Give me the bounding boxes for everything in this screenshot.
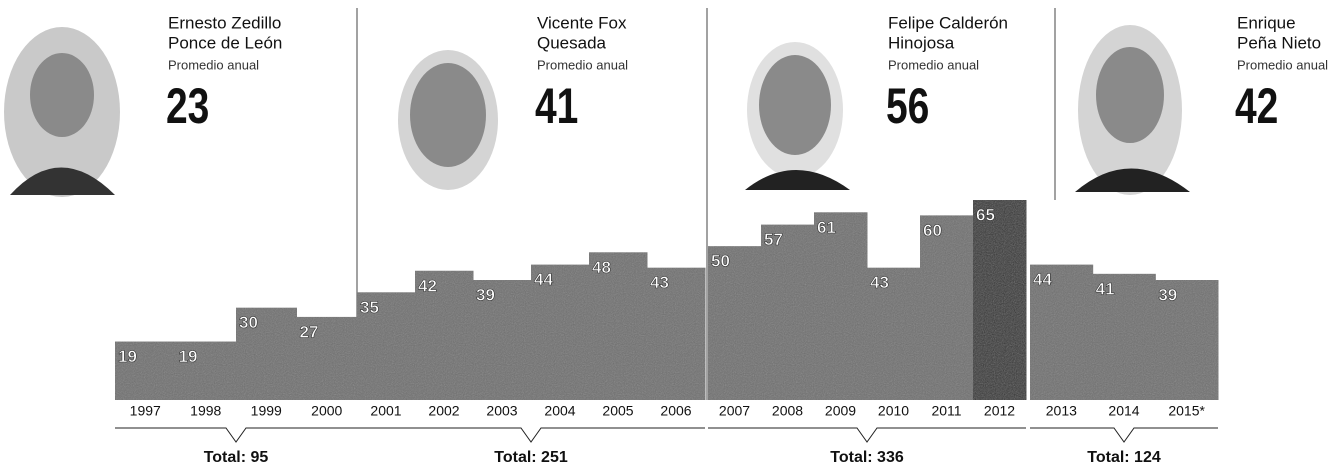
total-label: Total: 336 <box>830 449 904 466</box>
x-tick-label: 2005 <box>602 403 633 419</box>
value-label: 65 <box>976 205 995 224</box>
total-label: Total: 124 <box>1087 449 1161 466</box>
x-tick-label: 2015* <box>1168 403 1205 419</box>
president-name: Ponce de León <box>168 33 282 52</box>
total-bracket <box>115 428 357 442</box>
president-name: Hinojosa <box>888 33 955 52</box>
value-label: 44 <box>1033 270 1052 289</box>
value-label: 44 <box>534 270 553 289</box>
value-label: 57 <box>764 230 783 249</box>
x-tick-label: 2006 <box>660 403 691 419</box>
x-tick-label: 2013 <box>1046 403 1077 419</box>
value-label: 35 <box>360 298 379 317</box>
value-label: 61 <box>817 218 836 237</box>
x-tick-label: 2011 <box>931 403 961 419</box>
value-label: 48 <box>592 258 611 277</box>
president-name: Enrique <box>1237 13 1296 32</box>
president-name: Felipe Calderón <box>888 13 1008 32</box>
value-label: 50 <box>711 252 730 271</box>
total-label: Total: 95 <box>204 449 269 466</box>
x-tick-label: 1998 <box>190 403 221 419</box>
subtitle: Promedio anual <box>888 57 979 72</box>
subtitle: Promedio anual <box>537 57 628 72</box>
value-label: 43 <box>870 273 889 292</box>
total-bracket <box>1030 428 1218 442</box>
annual-average: 42 <box>1235 77 1278 134</box>
total-label: Total: 251 <box>494 449 568 466</box>
x-tick-label: 2003 <box>486 403 517 419</box>
value-label: 41 <box>1096 279 1115 298</box>
x-tick-label: 1999 <box>251 403 282 419</box>
x-tick-label: 2012 <box>984 403 1015 419</box>
value-label: 30 <box>239 313 258 332</box>
x-tick-label: 2001 <box>370 403 401 419</box>
portrait <box>30 53 94 137</box>
x-tick-label: 2009 <box>825 403 856 419</box>
annual-average: 23 <box>166 77 209 134</box>
value-label: 42 <box>418 276 437 295</box>
value-label: 19 <box>179 347 198 366</box>
infographic: Ernesto ZedilloPonce de León Promedio anu… <box>0 0 1338 468</box>
x-tick-label: 2007 <box>719 403 750 419</box>
x-tick-label: 2000 <box>311 403 342 419</box>
x-tick-label: 2008 <box>772 403 803 419</box>
president-name: Peña Nieto <box>1237 33 1321 52</box>
subtitle: Promedio anual <box>1237 57 1328 72</box>
x-tick-label: 2014 <box>1108 403 1139 419</box>
subtitle: Promedio anual <box>168 57 259 72</box>
bar <box>973 200 1027 400</box>
bar <box>761 225 815 400</box>
annual-average: 56 <box>886 77 929 134</box>
value-label: 39 <box>476 285 495 304</box>
bar <box>920 215 974 400</box>
portrait <box>410 63 486 167</box>
x-tick-label: 1997 <box>130 403 161 419</box>
annual-average: 41 <box>535 77 578 134</box>
president-name: Ernesto Zedillo <box>168 13 281 32</box>
x-tick-label: 2004 <box>544 403 575 419</box>
value-label: 43 <box>650 273 669 292</box>
portrait <box>759 55 831 155</box>
value-label: 19 <box>118 347 137 366</box>
president-name: Vicente Fox <box>537 13 627 32</box>
portrait <box>1096 47 1164 143</box>
total-bracket <box>708 428 1026 442</box>
total-bracket <box>357 428 705 442</box>
value-label: 27 <box>300 322 319 341</box>
x-tick-label: 2010 <box>878 403 909 419</box>
value-label: 39 <box>1158 285 1177 304</box>
portrait-body <box>1075 169 1190 193</box>
value-label: 60 <box>923 221 942 240</box>
x-tick-label: 2002 <box>428 403 459 419</box>
president-name: Quesada <box>537 33 607 52</box>
portrait-body <box>745 170 850 190</box>
bar <box>814 212 868 400</box>
